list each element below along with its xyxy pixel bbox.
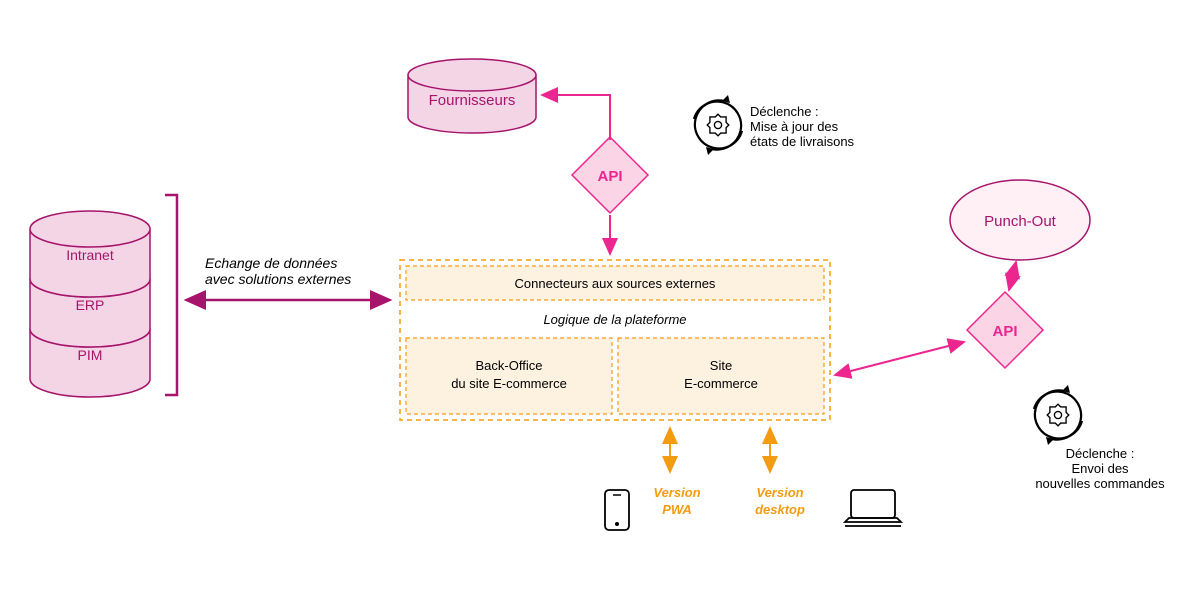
arrow-api1-fournisseurs — [542, 95, 610, 140]
exchange-label: Echange de données avec solutions extern… — [205, 255, 385, 287]
fournisseurs-cylinder: Fournisseurs — [408, 59, 536, 133]
fournisseurs-label: Fournisseurs — [429, 92, 516, 109]
api-diamond-2: API — [967, 292, 1043, 368]
api-diamond-1: API — [572, 137, 648, 213]
platform-site-l1: Site — [710, 358, 732, 373]
platform-site-l2: E-commerce — [684, 376, 758, 391]
platform-row2-label: Logique de la plateforme — [543, 312, 686, 327]
arrow-api2-platform — [835, 342, 964, 375]
laptop-icon — [845, 490, 901, 526]
arrow-api2-punchout — [1009, 262, 1016, 290]
platform-backoffice-l2: du site E-commerce — [451, 376, 567, 391]
platform-backoffice-l1: Back-Office — [476, 358, 543, 373]
platform-row1-label: Connecteurs aux sources externes — [515, 276, 716, 291]
bracket — [165, 195, 177, 395]
api2-label: API — [992, 323, 1017, 340]
gear-icon-api2 — [1034, 385, 1082, 445]
phone-icon — [605, 490, 629, 530]
api1-label: API — [597, 168, 622, 185]
stack-label-erp: ERP — [76, 297, 105, 313]
diagram-canvas: Intranet ERP PIM Fournisseurs API Conne — [0, 0, 1200, 600]
pwa-label: VersionPWA — [642, 485, 712, 519]
data-stack-cylinder: Intranet ERP PIM — [30, 211, 150, 397]
gear-icon-api1 — [694, 95, 742, 155]
stack-label-intranet: Intranet — [66, 247, 114, 263]
punchout-label: Punch-Out — [984, 213, 1057, 230]
stack-label-pim: PIM — [78, 347, 103, 363]
punchout-ellipse: Punch-Out — [950, 180, 1090, 260]
platform-block: Connecteurs aux sources externes Logique… — [400, 260, 830, 420]
api2-trigger-text: Déclenche : Envoi des nouvelles commande… — [1005, 446, 1195, 491]
desktop-label: Versiondesktop — [740, 485, 820, 519]
api1-trigger-text: Déclenche : Mise à jour des états de liv… — [750, 104, 920, 149]
